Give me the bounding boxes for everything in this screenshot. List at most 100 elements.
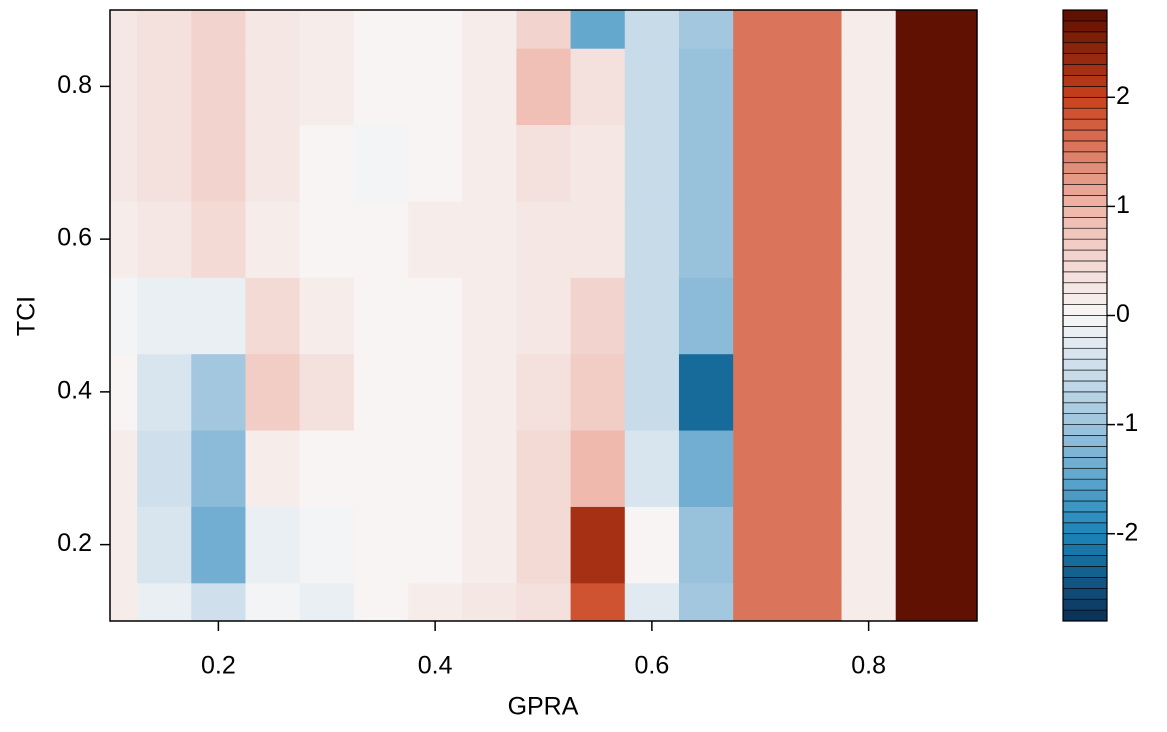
- contour-cell: [462, 353, 517, 431]
- contour-cell: [895, 430, 951, 507]
- contour-cell: [949, 277, 978, 355]
- contour-cell: [787, 582, 843, 622]
- contour-cell: [462, 48, 517, 126]
- contour-cell: [516, 353, 572, 431]
- contour-cell: [353, 353, 409, 431]
- contour-cell: [516, 124, 572, 202]
- colorbar-band: [1062, 86, 1108, 98]
- contour-cell: [624, 10, 680, 49]
- contour-cell: [787, 353, 843, 431]
- colorbar-band: [1062, 577, 1108, 589]
- contour-cell: [949, 10, 978, 49]
- contour-cell: [408, 430, 463, 507]
- colorbar-band: [1062, 467, 1108, 480]
- contour-cell: [299, 582, 355, 622]
- contour-cell: [299, 506, 355, 584]
- contour-cell: [408, 277, 463, 355]
- colorbar-band: [1062, 195, 1108, 207]
- colorbar-band: [1062, 555, 1108, 567]
- colorbar-band: [1062, 337, 1108, 349]
- contour-cell: [245, 200, 301, 278]
- contour-cell: [191, 10, 246, 49]
- contour-cell: [516, 200, 572, 278]
- contour-cell: [678, 353, 734, 431]
- contour-cell: [624, 200, 680, 278]
- contour-cell: [624, 48, 680, 126]
- contour-cell: [191, 506, 246, 584]
- contour-cell: [353, 124, 409, 202]
- contour-cell: [110, 582, 138, 622]
- contour-cell: [462, 10, 517, 49]
- contour-cell: [841, 10, 897, 49]
- contour-cell: [678, 10, 734, 49]
- y-tick-label: 0.2: [57, 529, 92, 557]
- contour-cell: [787, 506, 843, 584]
- colorbar-band: [1062, 260, 1108, 273]
- colorbar-band: [1062, 184, 1108, 196]
- colorbar-band: [1062, 435, 1108, 447]
- contour-cell: [191, 200, 246, 278]
- contour-cell: [299, 48, 355, 126]
- x-tick-label: 0.6: [634, 652, 669, 680]
- colorbar-band: [1062, 511, 1108, 524]
- x-axis-label: GPRA: [508, 693, 579, 721]
- contour-cell: [408, 200, 463, 278]
- contour-cell: [137, 200, 192, 278]
- contour-cell: [624, 582, 680, 622]
- contour-cell: [624, 277, 680, 355]
- contour-cell: [299, 277, 355, 355]
- colorbar-tick-label: 1: [1116, 191, 1130, 219]
- colorbar-band: [1062, 64, 1108, 76]
- contour-cell: [895, 582, 951, 622]
- colorbar-band: [1062, 413, 1108, 425]
- colorbar-band: [1062, 347, 1108, 360]
- contour-cell: [110, 200, 138, 278]
- colorbar-band: [1062, 206, 1108, 218]
- contour-cell: [408, 353, 463, 431]
- contour-cell: [137, 48, 192, 126]
- contour-cell: [516, 582, 572, 622]
- contour-cell: [895, 200, 951, 278]
- contour-cell: [353, 277, 409, 355]
- contour-cell: [299, 353, 355, 431]
- contour-cell: [408, 124, 463, 202]
- colorbar-band: [1062, 369, 1108, 382]
- colorbar-band: [1062, 358, 1108, 371]
- contour-cell: [137, 582, 192, 622]
- contour-cell: [678, 430, 734, 507]
- contour-cell: [462, 582, 517, 622]
- contour-cell: [408, 48, 463, 126]
- colorbar-band: [1062, 96, 1108, 109]
- colorbar-tick-label: 0: [1116, 300, 1130, 328]
- colorbar-band: [1062, 282, 1108, 294]
- contour-cell: [733, 506, 788, 584]
- colorbar-band: [1062, 609, 1108, 622]
- contour-cell: [570, 430, 626, 507]
- contour-cell: [137, 353, 192, 431]
- contour-cell: [787, 200, 843, 278]
- contour-cell: [570, 277, 626, 355]
- contour-cell: [841, 582, 897, 622]
- colorbar-band: [1062, 544, 1108, 556]
- contour-cell: [624, 430, 680, 507]
- contour-cell: [624, 353, 680, 431]
- contour-cell: [137, 506, 192, 584]
- contour-cell: [895, 353, 951, 431]
- contour-cell: [516, 430, 572, 507]
- contour-cell: [110, 124, 138, 202]
- contour-cell: [949, 506, 978, 584]
- contour-cell: [353, 430, 409, 507]
- contour-cell: [733, 10, 788, 49]
- contour-cell: [895, 10, 951, 49]
- colorbar-band: [1062, 478, 1108, 491]
- contour-cell: [110, 48, 138, 126]
- contour-cell: [516, 506, 572, 584]
- contour-cell: [110, 506, 138, 584]
- colorbar-band: [1062, 380, 1108, 393]
- contour-cell: [624, 124, 680, 202]
- contour-cell: [191, 353, 246, 431]
- contour-cell: [841, 200, 897, 278]
- contour-cell: [516, 48, 572, 126]
- contour-cell: [678, 200, 734, 278]
